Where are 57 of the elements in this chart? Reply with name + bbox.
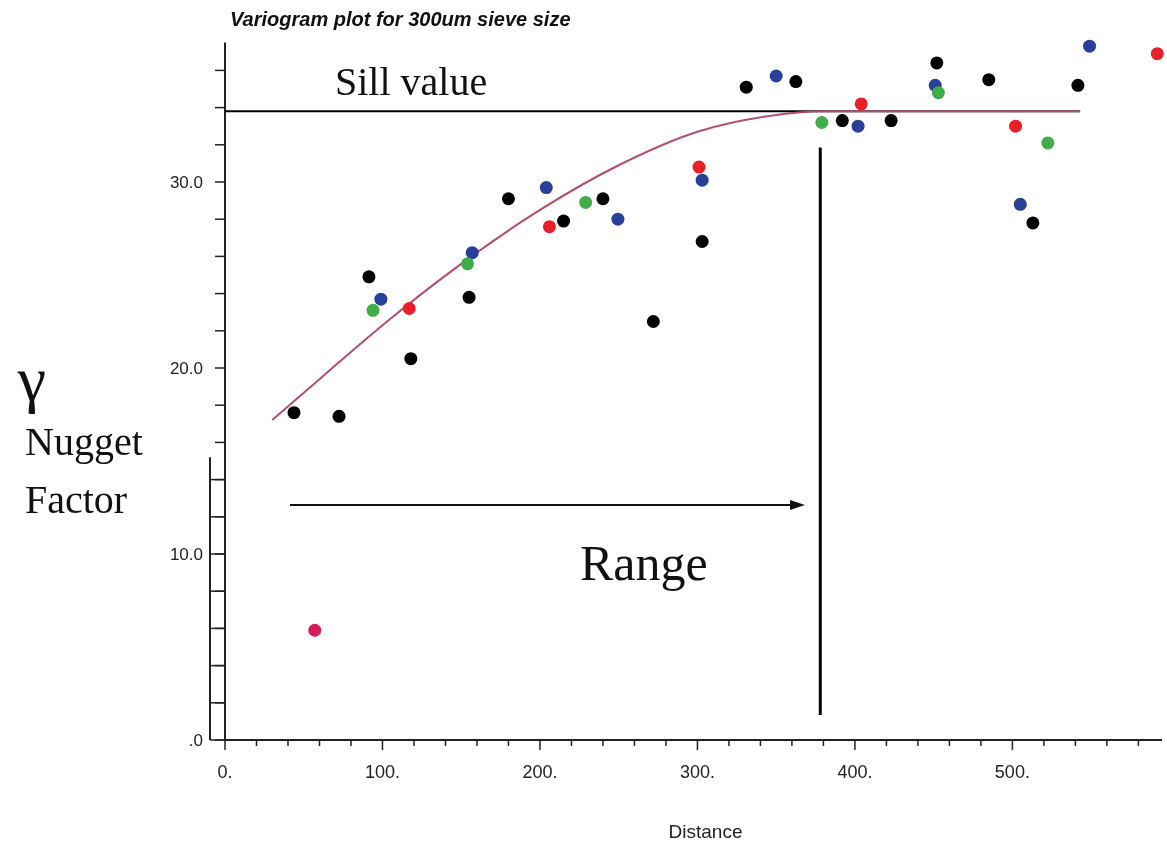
y-tick-label: 10.0 (169, 545, 203, 564)
annotation: Range (580, 535, 708, 591)
point (930, 56, 944, 70)
y-tick-label: 30.0 (169, 173, 203, 192)
point (579, 195, 593, 209)
point (404, 352, 418, 366)
x-tick-label: 200. (522, 762, 558, 782)
point (402, 301, 416, 315)
point (501, 192, 515, 206)
point (692, 160, 706, 174)
x-tick-label: 0. (217, 762, 233, 782)
x-axis-title: Distance (668, 821, 743, 842)
point (851, 119, 865, 133)
point (366, 303, 380, 317)
point (982, 73, 996, 87)
point (854, 97, 868, 111)
point (789, 75, 803, 89)
point (815, 115, 829, 129)
point (1041, 136, 1055, 150)
point (308, 623, 322, 637)
point (461, 257, 475, 271)
point (769, 69, 783, 83)
point (539, 181, 553, 195)
y-tick-label: 20.0 (169, 359, 203, 378)
point (596, 192, 610, 206)
point (374, 292, 388, 306)
point (465, 246, 479, 260)
point (1071, 78, 1085, 92)
point (462, 290, 476, 304)
point (362, 270, 376, 284)
point (695, 173, 709, 187)
y-axis-title: γ (16, 343, 47, 414)
point (557, 214, 571, 228)
point (646, 315, 660, 328)
point (739, 80, 753, 94)
point (1013, 197, 1027, 211)
x-tick-label: 100. (364, 762, 400, 782)
point (835, 114, 849, 128)
point (884, 114, 898, 128)
point (611, 212, 625, 226)
point (931, 86, 945, 100)
point (287, 406, 301, 420)
point (542, 220, 556, 234)
ref-line-label: Sill value (335, 59, 488, 105)
text: Nugget Factor (25, 419, 143, 522)
point (1026, 216, 1040, 230)
x-tick-label: 300. (679, 762, 715, 782)
point (332, 409, 346, 423)
line-series (271, 110, 1082, 422)
x-tick-label: 500. (994, 762, 1030, 782)
point (1083, 39, 1097, 53)
x-tick-label: 400. (837, 762, 873, 782)
point (695, 235, 709, 249)
y-tick-label: .0 (188, 731, 203, 750)
point (1009, 119, 1023, 133)
point (1150, 47, 1164, 61)
chart-title: Variogram plot for 300um sieve size (230, 8, 571, 30)
